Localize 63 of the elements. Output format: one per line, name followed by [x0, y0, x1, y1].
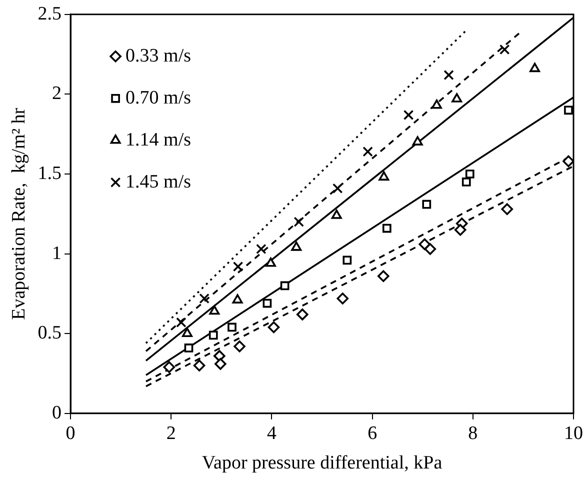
point — [412, 136, 423, 146]
point — [256, 244, 266, 254]
point — [232, 294, 243, 304]
x-tick-label: 0 — [66, 422, 76, 444]
point — [431, 99, 442, 109]
point — [378, 171, 390, 181]
point — [182, 328, 192, 337]
point — [234, 340, 246, 352]
point — [424, 243, 436, 255]
point — [296, 308, 308, 320]
point — [452, 93, 462, 102]
point — [208, 330, 218, 340]
legend-label: 0.70 m/s — [126, 87, 192, 108]
point — [214, 358, 226, 370]
point — [422, 200, 432, 209]
x-tick-label: 4 — [266, 422, 277, 444]
y-tick-label: 0.5 — [38, 322, 62, 344]
point — [562, 155, 574, 168]
y-tick-label: 0 — [52, 402, 62, 424]
point — [193, 360, 206, 372]
x-tick-label: 2 — [166, 422, 176, 444]
point — [265, 257, 276, 267]
point — [176, 317, 186, 328]
x-axis-title: Vapor pressure differential, kPa — [202, 452, 443, 474]
point — [280, 281, 290, 290]
point — [199, 293, 210, 304]
point — [294, 216, 304, 228]
point — [499, 44, 510, 55]
x-tick-label: 10 — [564, 422, 583, 444]
point — [564, 106, 573, 115]
legend-label: 1.14 m/s — [126, 129, 192, 150]
legend-label: 1.45 m/s — [126, 171, 192, 192]
y-tick-label: 1 — [52, 242, 62, 264]
point — [232, 261, 244, 272]
point — [462, 178, 471, 186]
point — [228, 322, 236, 332]
point — [262, 298, 272, 308]
x-tick-label: 6 — [368, 422, 378, 444]
legend-label: 0.33 m/s — [126, 45, 192, 66]
point — [336, 292, 349, 304]
point — [362, 146, 373, 157]
y-tick-label: 2 — [52, 83, 62, 104]
point — [214, 350, 226, 362]
point — [291, 242, 302, 251]
point — [332, 183, 343, 194]
point — [465, 170, 474, 178]
point — [163, 361, 176, 374]
point — [209, 305, 220, 315]
x-tick-label: 8 — [468, 422, 478, 444]
point — [377, 270, 390, 282]
point — [382, 224, 392, 233]
point — [184, 344, 194, 352]
point — [501, 203, 514, 216]
y-tick-label: 1.5 — [38, 162, 62, 184]
y-tick-label: 2.5 — [38, 3, 62, 24]
point — [530, 62, 540, 72]
y-axis-title: Evaporation Rate, kg/m² hr — [8, 107, 30, 320]
point — [268, 321, 280, 334]
point — [444, 70, 454, 80]
point — [403, 110, 414, 120]
point — [454, 224, 466, 236]
point — [331, 210, 342, 219]
point — [342, 256, 352, 265]
